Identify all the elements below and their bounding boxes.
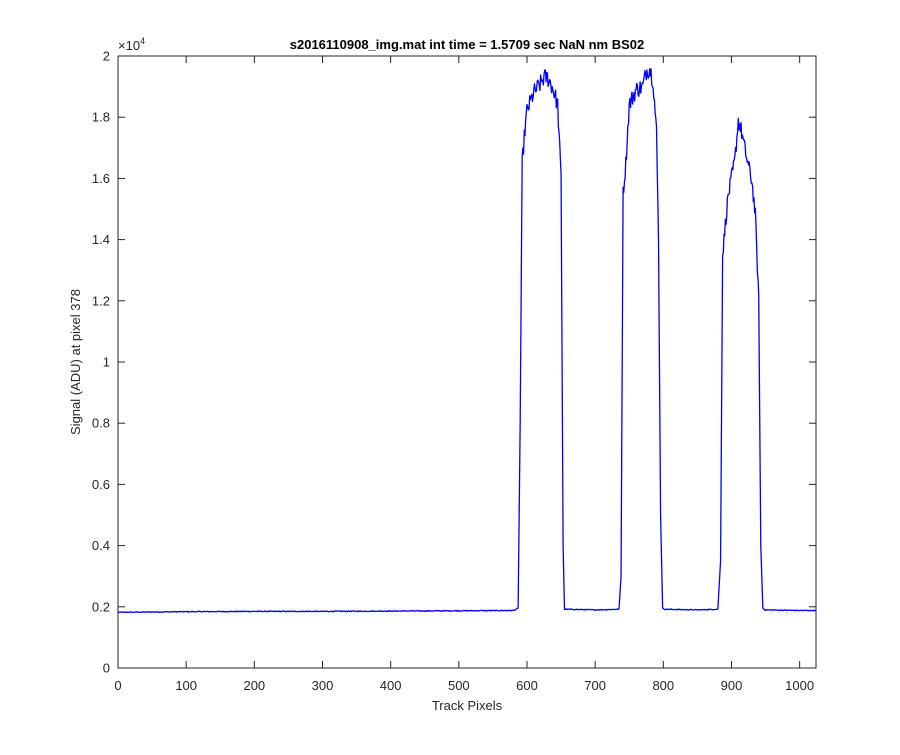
ticks-layer: 0 100 200 300 400 500 600 700 800 900 1000 0 0.2 0.4 0… bbox=[92, 49, 816, 693]
y-tick-label: 2 bbox=[103, 49, 110, 64]
x-tick-label: 700 bbox=[584, 678, 606, 693]
x-tick-label: 900 bbox=[721, 678, 743, 693]
x-tick-label: 500 bbox=[448, 678, 470, 693]
x-tick-label: 800 bbox=[652, 678, 674, 693]
y-tick-label: 0.6 bbox=[92, 477, 110, 492]
y-exponent-base: ×10 bbox=[118, 38, 140, 53]
y-tick-label: 1.8 bbox=[92, 110, 110, 125]
x-tick-label: 600 bbox=[516, 678, 538, 693]
x-tick-label: 100 bbox=[175, 678, 197, 693]
y-tick-label: 1.2 bbox=[92, 293, 110, 308]
y-tick-label: 0.8 bbox=[92, 416, 110, 431]
x-tick-label: 0 bbox=[114, 678, 121, 693]
y-axis-label: Signal (ADU) at pixel 378 bbox=[68, 289, 83, 435]
x-tick-label: 300 bbox=[312, 678, 334, 693]
plot-area bbox=[118, 56, 816, 668]
x-tick-label: 1000 bbox=[785, 678, 814, 693]
x-tick-label: 200 bbox=[243, 678, 265, 693]
y-tick-label: 1.4 bbox=[92, 232, 110, 247]
y-tick-label: 1.6 bbox=[92, 171, 110, 186]
y-tick-label: 0.2 bbox=[92, 599, 110, 614]
marks-layer bbox=[117, 68, 817, 614]
y-exponent-power: 4 bbox=[140, 36, 145, 46]
signal-series-line bbox=[117, 68, 817, 614]
x-axis-label: Track Pixels bbox=[432, 698, 503, 713]
x-tick-label: 400 bbox=[380, 678, 402, 693]
y-axis-exponent: ×104 bbox=[118, 36, 145, 53]
y-tick-label: 0.4 bbox=[92, 538, 110, 553]
y-tick-label: 0 bbox=[103, 661, 110, 676]
chart-title: s2016110908_img.mat int time = 1.5709 se… bbox=[290, 37, 644, 52]
axes-box bbox=[117, 55, 817, 669]
y-tick-label: 1 bbox=[103, 355, 110, 370]
